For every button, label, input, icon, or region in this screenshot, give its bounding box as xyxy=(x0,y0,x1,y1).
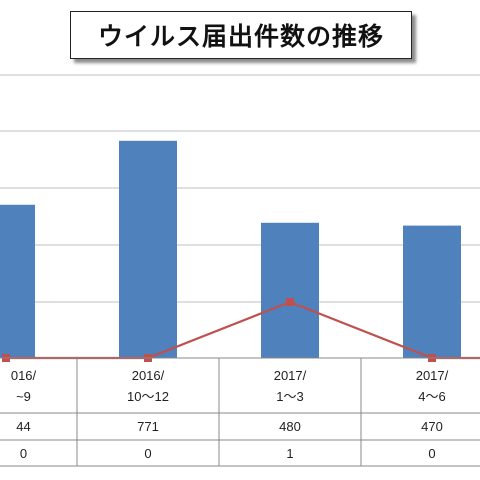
line-data-label: 0 xyxy=(428,446,435,461)
x-tick-label: 2016/ xyxy=(132,368,165,383)
chart-title-box: ウイルス届出件数の推移 xyxy=(70,11,412,59)
bar xyxy=(261,222,319,358)
bar-data-label: 470 xyxy=(421,419,443,434)
x-tick-label: 2017/ xyxy=(416,368,449,383)
bar-data-label: 480 xyxy=(279,419,301,434)
x-tick-label: 1～3 xyxy=(276,389,303,404)
line-data-label: 0 xyxy=(144,446,151,461)
line-data-label: 1 xyxy=(286,446,293,461)
line-point xyxy=(286,298,294,306)
bar-data-label: 771 xyxy=(137,419,159,434)
line-data-label: 0 xyxy=(20,446,27,461)
x-tick-label: 016/ xyxy=(11,368,37,383)
chart-title: ウイルス届出件数の推移 xyxy=(97,22,384,51)
bar xyxy=(119,140,177,358)
bar xyxy=(403,225,461,358)
x-tick-label: 10～12 xyxy=(127,389,169,404)
x-tick-label: 4～6 xyxy=(418,389,445,404)
bar xyxy=(0,204,35,358)
x-tick-label: ~9 xyxy=(16,389,31,404)
x-tick-label: 2017/ xyxy=(274,368,307,383)
bar-data-label: 44 xyxy=(16,419,30,434)
